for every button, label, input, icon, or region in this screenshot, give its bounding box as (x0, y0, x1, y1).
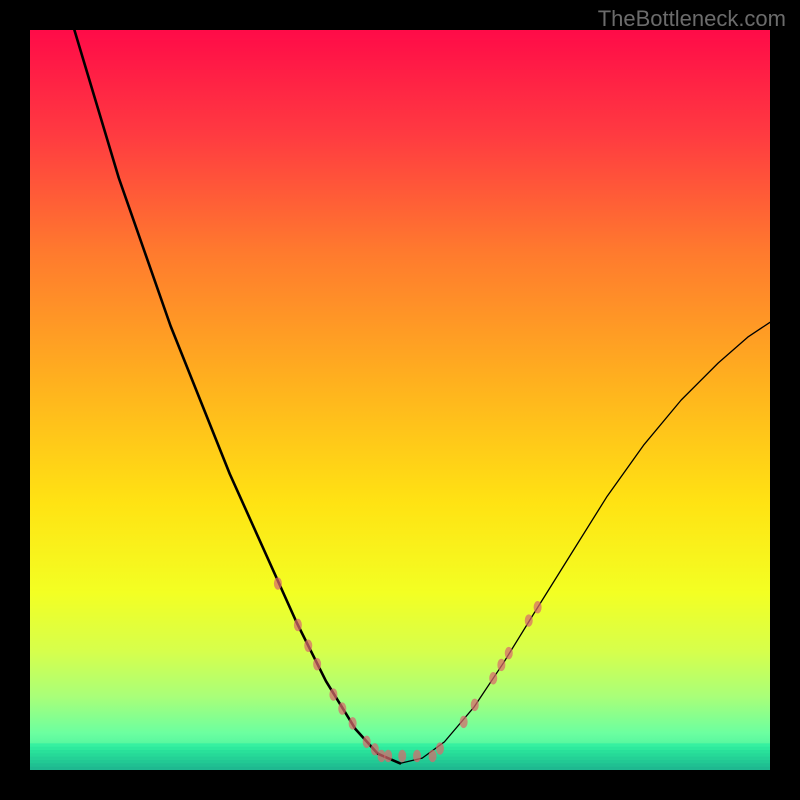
scatter-marker (505, 647, 513, 659)
scatter-marker (274, 577, 282, 589)
scatter-marker (371, 743, 379, 755)
scatter-marker (384, 750, 392, 762)
scatter-marker (429, 750, 437, 762)
scatter-marker (294, 619, 302, 631)
plot-area (30, 30, 770, 770)
scatter-marker (398, 750, 406, 762)
scatter-marker (471, 699, 479, 711)
scatter-markers (30, 30, 770, 770)
scatter-marker (413, 750, 421, 762)
scatter-marker (489, 672, 497, 684)
scatter-marker (525, 614, 533, 626)
scatter-marker (349, 717, 357, 729)
scatter-marker (497, 659, 505, 671)
scatter-marker (338, 702, 346, 714)
scatter-marker (304, 639, 312, 651)
scatter-marker (363, 736, 371, 748)
watermark-text: TheBottleneck.com (598, 6, 786, 32)
scatter-marker (460, 716, 468, 728)
scatter-marker (534, 601, 542, 613)
plot-frame (0, 0, 800, 800)
scatter-marker (329, 688, 337, 700)
scatter-marker (313, 658, 321, 670)
scatter-marker (436, 742, 444, 754)
